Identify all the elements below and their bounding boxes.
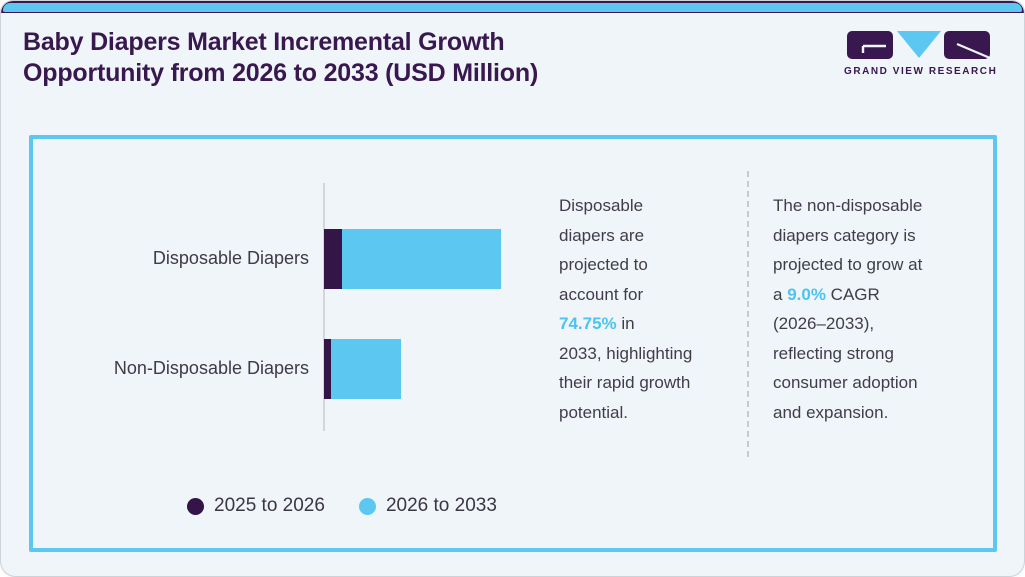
page-title: Baby Diapers Market Incremental Growth O…: [23, 27, 538, 89]
bar-disposable-diapers: [324, 229, 501, 289]
legend-label-2025-2026: 2025 to 2026: [214, 495, 325, 516]
annotation-disposable: Disposable diapers are projected to acco…: [559, 191, 759, 427]
annotation-non-disposable-highlight: 9.0%: [787, 284, 826, 304]
brand-text: GRAND VIEW RESEARCH: [844, 66, 998, 77]
legend-item-2026-2033: 2026 to 2033: [358, 495, 497, 517]
chart-legend: 2025 to 2026 2026 to 2033: [187, 495, 497, 517]
category-label-disposable: Disposable Diapers: [152, 248, 309, 268]
gvr-logo-icon: [847, 31, 991, 60]
chart-axis-line: [323, 183, 325, 431]
annotation-non-disposable-text-after: CAGR (2026–2033), reflecting strong cons…: [773, 284, 918, 422]
bar-segment-2025-2026: [324, 339, 331, 399]
top-strip-blue: [3, 3, 1022, 12]
vertical-dashed-divider: [747, 171, 749, 457]
annotation-non-disposable: The non-disposable diapers category is p…: [773, 191, 973, 427]
legend-dot-purple-icon: [187, 497, 204, 515]
page-title-line1: Baby Diapers Market Incremental Growth: [23, 28, 505, 56]
legend-item-2025-2026: 2025 to 2026: [187, 495, 325, 517]
annotation-disposable-highlight: 74.75%: [559, 314, 617, 333]
annotation-non-disposable-text: The non-disposable diapers category is p…: [773, 196, 923, 304]
annotation-disposable-text: Disposable diapers are projected to acco…: [559, 196, 648, 304]
bar-segment-2026-2033: [331, 339, 401, 399]
legend-label-2026-2033: 2026 to 2033: [385, 495, 497, 516]
gvr-logo: GRAND VIEW RESEARCH: [844, 29, 998, 77]
category-label-non-disposable: Non-Disposable Diapers: [113, 358, 309, 378]
bar-segment-2025-2026: [324, 229, 342, 289]
bar-non-disposable-diapers: [324, 339, 401, 399]
chart-panel: Disposable Diapers Non-Disposable Diaper…: [29, 135, 997, 552]
legend-dot-blue-icon: [358, 497, 376, 515]
bar-segment-2026-2033: [342, 229, 501, 289]
page-title-line2: Opportunity from 2026 to 2033 (USD Milli…: [23, 59, 539, 87]
annotation-disposable-text-after: in 2033, highlighting their rapid growth…: [559, 314, 693, 422]
